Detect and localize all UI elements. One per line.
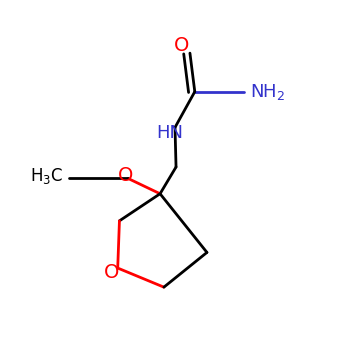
- Text: NH$_2$: NH$_2$: [250, 82, 285, 102]
- Text: H$_3$C: H$_3$C: [30, 166, 63, 186]
- Text: O: O: [104, 263, 119, 282]
- Text: O: O: [118, 166, 133, 185]
- Text: O: O: [174, 36, 190, 55]
- Text: HN: HN: [157, 124, 184, 142]
